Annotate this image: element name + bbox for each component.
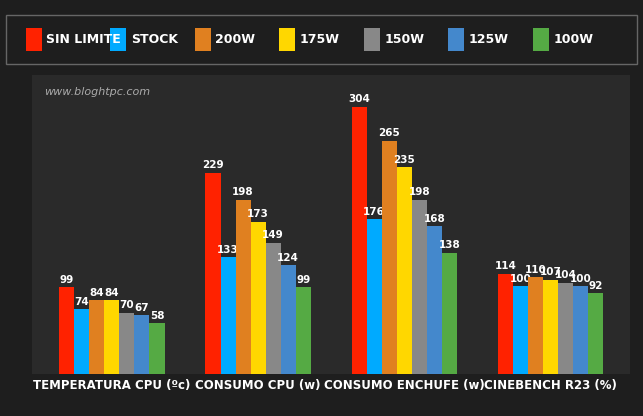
Bar <box>442 253 457 374</box>
Text: 125W: 125W <box>469 33 509 46</box>
Text: 168: 168 <box>423 214 445 224</box>
Bar <box>513 286 528 374</box>
Bar <box>412 200 427 374</box>
Text: www.bloghtpc.com: www.bloghtpc.com <box>44 87 150 97</box>
Bar <box>352 106 367 374</box>
Text: 173: 173 <box>247 209 269 219</box>
Text: 100: 100 <box>570 274 592 284</box>
Bar <box>367 219 382 374</box>
FancyBboxPatch shape <box>279 27 295 52</box>
Bar <box>89 300 104 374</box>
FancyBboxPatch shape <box>110 27 126 52</box>
FancyBboxPatch shape <box>364 27 380 52</box>
Bar <box>543 280 558 374</box>
Text: 200W: 200W <box>215 33 255 46</box>
Bar <box>251 222 266 374</box>
Text: 265: 265 <box>378 128 400 138</box>
Text: 92: 92 <box>588 281 602 291</box>
Bar <box>427 226 442 374</box>
Text: 99: 99 <box>296 275 311 285</box>
Bar <box>558 283 573 374</box>
Text: 304: 304 <box>349 94 370 104</box>
Bar <box>382 141 397 374</box>
FancyBboxPatch shape <box>533 27 549 52</box>
Text: 149: 149 <box>262 230 284 240</box>
Bar <box>206 173 221 374</box>
Text: 100: 100 <box>509 274 531 284</box>
Bar <box>528 277 543 374</box>
Bar <box>59 287 75 374</box>
Bar <box>134 315 149 374</box>
Text: 100W: 100W <box>554 33 593 46</box>
Text: 74: 74 <box>75 297 89 307</box>
FancyBboxPatch shape <box>26 27 42 52</box>
Bar <box>120 313 134 374</box>
Text: 84: 84 <box>89 288 104 298</box>
Bar <box>280 265 296 374</box>
Text: 124: 124 <box>277 253 299 262</box>
Text: 175W: 175W <box>300 33 340 46</box>
Text: 110: 110 <box>525 265 546 275</box>
Text: STOCK: STOCK <box>131 33 178 46</box>
Bar <box>235 200 251 374</box>
Text: 198: 198 <box>232 187 254 197</box>
Bar <box>149 323 165 374</box>
Text: 176: 176 <box>363 207 385 217</box>
Text: 150W: 150W <box>385 33 424 46</box>
FancyBboxPatch shape <box>195 27 211 52</box>
Text: 104: 104 <box>554 270 576 280</box>
Text: 107: 107 <box>539 267 561 277</box>
Bar <box>397 167 412 374</box>
Bar <box>104 300 120 374</box>
Bar <box>221 257 235 374</box>
Text: 229: 229 <box>202 160 224 170</box>
Text: 235: 235 <box>394 155 415 165</box>
Bar <box>266 243 280 374</box>
Text: 67: 67 <box>134 303 149 313</box>
Bar <box>498 274 513 374</box>
Text: 198: 198 <box>408 187 430 197</box>
FancyBboxPatch shape <box>448 27 464 52</box>
Text: 99: 99 <box>60 275 74 285</box>
Text: 58: 58 <box>150 311 164 321</box>
Bar <box>573 286 588 374</box>
Text: SIN LIMITE: SIN LIMITE <box>46 33 121 46</box>
Text: 138: 138 <box>439 240 460 250</box>
Bar <box>75 309 89 374</box>
Bar <box>588 293 603 374</box>
Text: 70: 70 <box>120 300 134 310</box>
Text: 84: 84 <box>105 288 119 298</box>
Text: 114: 114 <box>494 261 516 271</box>
Bar <box>296 287 311 374</box>
Text: 133: 133 <box>217 245 239 255</box>
